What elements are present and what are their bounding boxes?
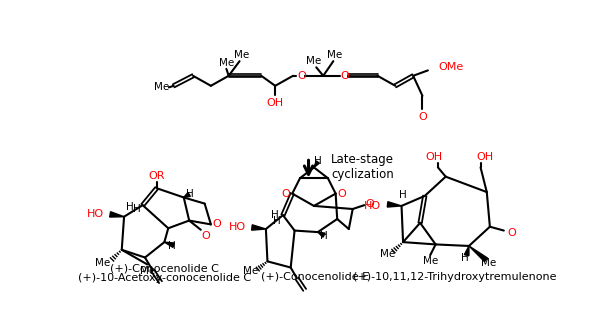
Text: Me: Me — [219, 58, 234, 68]
Polygon shape — [164, 242, 175, 248]
Text: O: O — [507, 228, 516, 238]
Text: (+)-Conocenolide E: (+)-Conocenolide E — [261, 272, 370, 282]
Text: HO: HO — [87, 210, 104, 219]
Text: H: H — [320, 231, 328, 241]
Text: O: O — [338, 189, 346, 199]
Polygon shape — [387, 202, 402, 207]
Text: H: H — [272, 210, 279, 220]
Text: Me: Me — [423, 256, 438, 266]
Text: O: O — [418, 112, 427, 121]
Text: H: H — [461, 252, 469, 262]
Text: OMe: OMe — [438, 62, 463, 72]
Text: H: H — [314, 156, 321, 166]
Polygon shape — [314, 161, 320, 167]
Polygon shape — [464, 246, 469, 256]
Text: H: H — [126, 203, 134, 213]
Text: OR: OR — [148, 171, 165, 181]
Text: OH: OH — [476, 152, 493, 162]
Text: O: O — [213, 219, 222, 229]
Text: Me: Me — [243, 266, 258, 276]
Text: (+)-10-Acetoxy-conocenolide C: (+)-10-Acetoxy-conocenolide C — [78, 273, 251, 282]
Text: Me: Me — [327, 50, 343, 60]
Text: H: H — [399, 190, 407, 200]
Text: O: O — [202, 231, 211, 241]
Text: H: H — [186, 189, 194, 199]
Text: H: H — [168, 241, 176, 251]
Text: HO: HO — [229, 222, 246, 232]
Polygon shape — [318, 232, 325, 237]
Text: H: H — [273, 216, 281, 226]
Polygon shape — [469, 246, 488, 262]
Text: (+)-Conocenolide C: (+)-Conocenolide C — [110, 263, 219, 273]
Polygon shape — [110, 212, 124, 217]
Text: OH: OH — [426, 152, 442, 162]
Text: HO: HO — [364, 201, 382, 211]
Text: Me: Me — [481, 258, 496, 268]
Text: (+)-10,11,12-Trihydroxytremulenone: (+)-10,11,12-Trihydroxytremulenone — [353, 272, 557, 282]
Text: Late-stage
cyclization: Late-stage cyclization — [331, 153, 394, 181]
Text: Me: Me — [234, 50, 249, 60]
Text: Me: Me — [140, 266, 155, 276]
Text: O: O — [282, 189, 290, 199]
Text: H: H — [132, 204, 140, 214]
Polygon shape — [252, 225, 266, 230]
Text: Me: Me — [380, 249, 396, 259]
Text: OH: OH — [267, 98, 284, 108]
Text: Me: Me — [95, 258, 110, 268]
Text: Me: Me — [155, 82, 170, 92]
Text: O: O — [365, 199, 374, 209]
Text: Me: Me — [306, 56, 321, 66]
Polygon shape — [184, 192, 190, 197]
Text: O: O — [341, 71, 349, 81]
Text: O: O — [297, 71, 306, 81]
